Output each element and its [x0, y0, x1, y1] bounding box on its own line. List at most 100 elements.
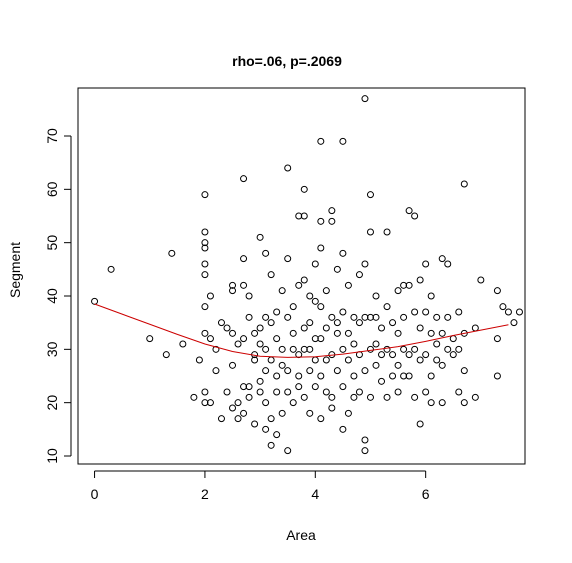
data-point — [366, 191, 374, 199]
data-point — [289, 345, 297, 353]
data-point — [366, 345, 374, 353]
data-point — [422, 388, 430, 396]
data-point — [372, 340, 380, 348]
data-point — [366, 228, 374, 236]
data-point — [179, 340, 187, 348]
data-point — [240, 281, 248, 289]
data-point — [493, 287, 501, 295]
data-point — [339, 425, 347, 433]
data-point — [251, 329, 259, 337]
data-point — [256, 324, 264, 332]
data-point — [295, 372, 303, 380]
data-point — [339, 345, 347, 353]
data-point — [383, 393, 391, 401]
data-point — [460, 180, 468, 188]
data-point — [328, 393, 336, 401]
data-point — [201, 228, 209, 236]
data-point — [422, 260, 430, 268]
data-point — [245, 292, 253, 300]
data-point — [206, 335, 214, 343]
data-point — [411, 393, 419, 401]
x-tick-label: 2 — [201, 486, 209, 502]
data-point — [195, 356, 203, 364]
data-point — [278, 287, 286, 295]
y-tick-label: 60 — [44, 181, 60, 197]
data-point — [460, 329, 468, 337]
y-axis-label: Segment — [7, 242, 23, 298]
data-point — [400, 313, 408, 321]
data-point — [416, 276, 424, 284]
plot-frame — [77, 87, 526, 465]
y-tick-label: 40 — [44, 288, 60, 304]
data-point — [471, 393, 479, 401]
data-point — [389, 319, 397, 327]
data-point — [405, 372, 413, 380]
data-point — [317, 244, 325, 252]
data-point — [350, 313, 358, 321]
data-point — [206, 292, 214, 300]
data-point — [256, 340, 264, 348]
data-point — [427, 329, 435, 337]
data-point — [234, 415, 242, 423]
data-point — [328, 207, 336, 215]
data-point — [317, 137, 325, 145]
data-point — [411, 308, 419, 316]
data-point — [267, 356, 275, 364]
data-point — [245, 313, 253, 321]
x-tick-label: 0 — [91, 486, 99, 502]
data-point — [201, 303, 209, 311]
data-point — [306, 345, 314, 353]
data-point — [438, 399, 446, 407]
data-point — [295, 281, 303, 289]
data-point — [444, 313, 452, 321]
data-point — [493, 372, 501, 380]
data-point — [378, 377, 386, 385]
data-point — [217, 415, 225, 423]
data-point — [411, 212, 419, 220]
data-point — [383, 228, 391, 236]
data-point — [311, 383, 319, 391]
data-point — [361, 95, 369, 103]
data-point — [372, 313, 380, 321]
data-point — [262, 313, 270, 321]
data-point — [339, 308, 347, 316]
data-point — [444, 260, 452, 268]
data-point — [333, 329, 341, 337]
data-point — [229, 281, 237, 289]
data-point — [284, 164, 292, 172]
data-point — [267, 319, 275, 327]
y-tick-label: 10 — [44, 448, 60, 464]
data-point — [262, 399, 270, 407]
data-point — [433, 340, 441, 348]
data-point — [317, 217, 325, 225]
data-point — [427, 399, 435, 407]
data-point — [350, 393, 358, 401]
data-point — [295, 383, 303, 391]
data-point — [378, 351, 386, 359]
data-points — [91, 95, 523, 455]
data-point — [477, 276, 485, 284]
data-point — [317, 335, 325, 343]
data-point — [416, 420, 424, 428]
data-point — [201, 244, 209, 252]
data-point — [311, 260, 319, 268]
data-point — [394, 361, 402, 369]
data-point — [289, 303, 297, 311]
x-tick-label: 4 — [311, 486, 319, 502]
data-point — [201, 191, 209, 199]
data-point — [339, 383, 347, 391]
data-point — [350, 340, 358, 348]
data-point — [300, 276, 308, 284]
data-point — [306, 367, 314, 375]
data-point — [322, 356, 330, 364]
data-point — [234, 340, 242, 348]
y-tick-label: 20 — [44, 395, 60, 411]
data-point — [322, 324, 330, 332]
data-point — [256, 233, 264, 241]
data-point — [278, 345, 286, 353]
data-point — [372, 292, 380, 300]
data-point — [378, 324, 386, 332]
data-point — [240, 335, 248, 343]
data-point — [229, 287, 237, 295]
data-point — [190, 393, 198, 401]
